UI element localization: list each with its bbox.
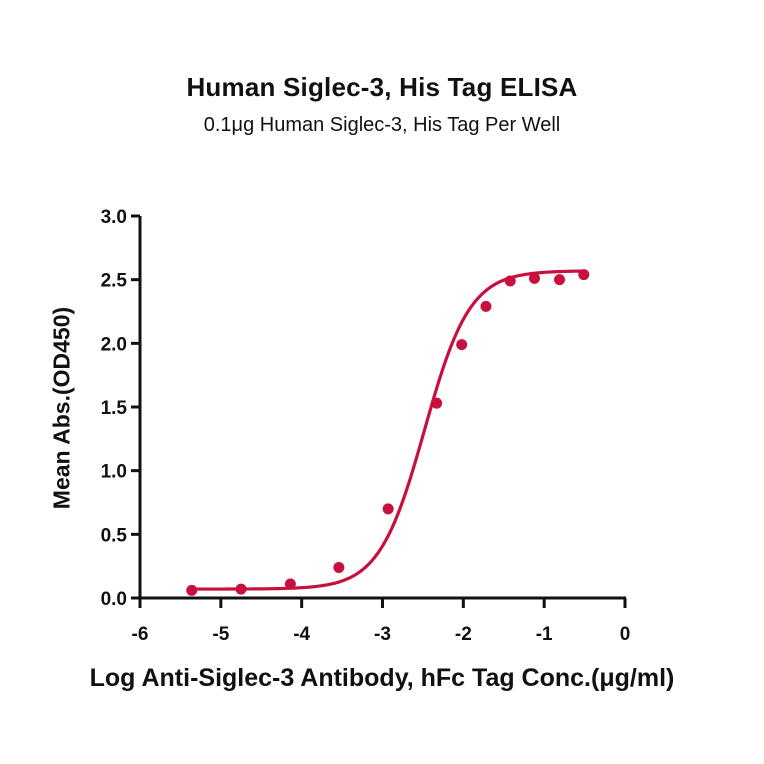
y-tick-label: 1.5 xyxy=(101,398,128,419)
x-tick-label: 0 xyxy=(620,624,631,645)
chart-subtitle: 0.1μg Human Siglec-3, His Tag Per Well xyxy=(203,114,561,136)
data-point xyxy=(456,339,468,351)
x-tick-label: -4 xyxy=(293,624,310,645)
y-tick-label: 1.0 xyxy=(101,462,127,483)
data-point xyxy=(578,269,590,281)
y-tick-label: 2.5 xyxy=(101,271,128,292)
y-tick-label: 2.0 xyxy=(101,334,127,355)
fit-curve xyxy=(191,269,584,591)
x-tick-label: -2 xyxy=(455,624,472,645)
x-tick-label: -1 xyxy=(536,624,553,645)
y-tick-label: 0.0 xyxy=(101,589,127,610)
data-point xyxy=(186,584,198,596)
x-tick-label: -3 xyxy=(374,624,391,645)
data-point xyxy=(235,583,247,595)
data-points xyxy=(186,269,590,596)
x-tick-label: -6 xyxy=(132,624,149,645)
chart-title: Human Siglec-3, His Tag ELISA xyxy=(186,72,578,102)
x-tick-label: -5 xyxy=(212,624,229,645)
axes: 0.0 0.5 1.0 1.5 2.0 2.5 3.0 -6 -5 -4 -3 -2 -1 0 xyxy=(101,207,631,645)
y-tick-label: 3.0 xyxy=(101,207,127,228)
data-point xyxy=(554,274,566,286)
y-tick-label: 0.5 xyxy=(101,525,128,546)
data-point xyxy=(431,397,443,409)
data-point xyxy=(528,272,540,284)
data-point xyxy=(284,578,296,590)
x-axis-label: Log Anti-Siglec-3 Antibody, hFc Tag Conc… xyxy=(89,664,675,692)
data-point xyxy=(382,503,394,515)
data-point xyxy=(480,300,492,312)
data-point xyxy=(333,561,345,573)
data-point xyxy=(504,275,516,287)
